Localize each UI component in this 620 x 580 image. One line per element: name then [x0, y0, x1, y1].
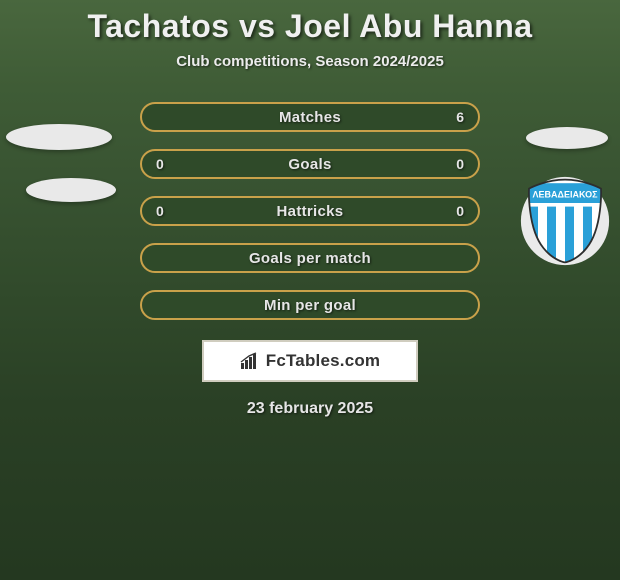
- chart-icon: [240, 352, 260, 370]
- stat-row-hattricks: 0 Hattricks 0: [140, 196, 480, 226]
- player2-club-badge: ΛΕΒΑΔΕΙΑΚΟΣ: [520, 176, 610, 266]
- stat-label: Min per goal: [142, 297, 478, 314]
- stat-row-min-per-goal: Min per goal: [140, 290, 480, 320]
- stat-label: Goals: [142, 156, 478, 173]
- badge-text: ΛΕΒΑΔΕΙΑΚΟΣ: [533, 190, 599, 200]
- date-text: 23 february 2025: [0, 400, 620, 418]
- brand-box: FcTables.com: [202, 340, 418, 382]
- stat-label: Matches: [142, 109, 478, 126]
- stat-label: Goals per match: [142, 250, 478, 267]
- title-vs: vs: [239, 8, 276, 44]
- title-player1: Tachatos: [87, 8, 229, 44]
- player1-club-placeholder: [26, 178, 116, 202]
- brand-text: FcTables.com: [266, 351, 381, 371]
- stat-row-matches: Matches 6: [140, 102, 480, 132]
- subtitle: Club competitions, Season 2024/2025: [0, 53, 620, 70]
- stat-label: Hattricks: [142, 203, 478, 220]
- player1-photo-placeholder: [6, 124, 112, 150]
- page-title: Tachatos vs Joel Abu Hanna: [0, 0, 620, 45]
- player2-photo-placeholder: [526, 127, 608, 149]
- title-player2: Joel Abu Hanna: [285, 8, 533, 44]
- stat-row-goals-per-match: Goals per match: [140, 243, 480, 273]
- stat-row-goals: 0 Goals 0: [140, 149, 480, 179]
